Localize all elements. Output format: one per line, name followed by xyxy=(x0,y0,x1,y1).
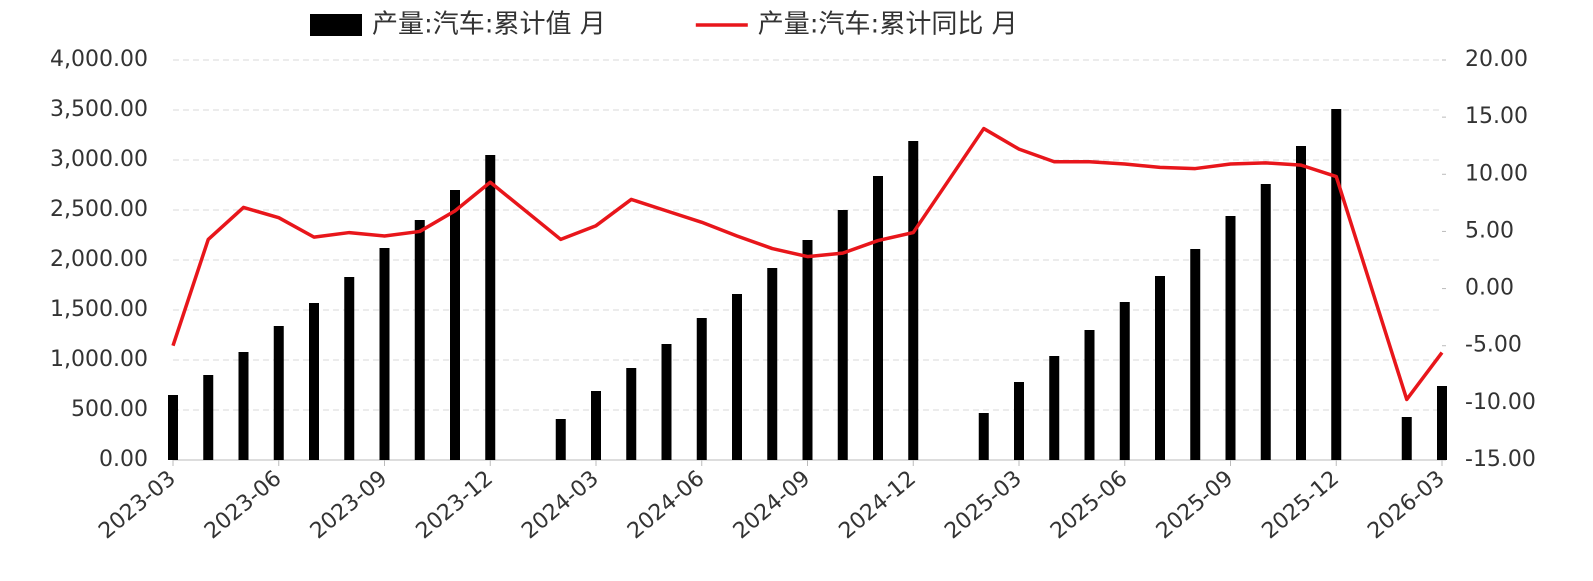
legend-label: 产量:汽车:累计值 月 xyxy=(372,10,606,40)
bar xyxy=(379,248,390,460)
x-tick-label: 2024-12 xyxy=(834,466,920,544)
bar xyxy=(873,176,883,460)
bar xyxy=(626,368,637,460)
y-tick-label: 3,500.00 xyxy=(50,97,148,122)
legend-label: 产量:汽车:累计同比 月 xyxy=(758,10,1018,40)
x-tick-label: 2025-09 xyxy=(1152,466,1238,544)
x-tick-label: 2023-03 xyxy=(94,466,180,544)
bar xyxy=(802,240,813,460)
bar xyxy=(1437,386,1447,460)
bar xyxy=(767,268,778,460)
bar xyxy=(1225,216,1236,460)
y-tick-label: 1,500.00 xyxy=(50,297,148,322)
y2-tick-label: 10.00 xyxy=(1465,161,1528,186)
bar xyxy=(1190,249,1201,460)
bar xyxy=(485,155,496,460)
y2-tick-label: 5.00 xyxy=(1465,218,1514,243)
y2-tick-label: 15.00 xyxy=(1465,104,1528,129)
bar xyxy=(555,419,566,460)
x-tick-label: 2023-09 xyxy=(306,466,392,544)
y2-tick-label: 0.00 xyxy=(1465,276,1514,301)
line xyxy=(171,126,1444,402)
bar xyxy=(1084,330,1095,460)
x-tick-label: 2024-03 xyxy=(517,466,603,544)
bar xyxy=(1401,417,1412,460)
x-tick-label: 2023-06 xyxy=(200,466,286,544)
x-tick-label: 2025-06 xyxy=(1046,466,1132,544)
bar xyxy=(1296,146,1306,460)
bar xyxy=(732,294,742,460)
y2-tick-label: -15.00 xyxy=(1465,447,1536,472)
bar xyxy=(1260,184,1271,460)
y-tick-label: 500.00 xyxy=(71,397,148,422)
y-tick-label: 0.00 xyxy=(99,447,148,472)
x-tick-label: 2024-06 xyxy=(623,466,709,544)
bar xyxy=(908,141,919,460)
x-tick-label: 2025-12 xyxy=(1257,466,1343,544)
y2-tick-label: -5.00 xyxy=(1465,333,1522,358)
bar xyxy=(696,318,707,460)
y-tick-label: 1,000.00 xyxy=(50,347,148,372)
bar xyxy=(1331,109,1342,460)
y-tick-label: 2,000.00 xyxy=(50,247,148,272)
bar xyxy=(273,326,284,460)
bar xyxy=(344,277,355,460)
bar xyxy=(1049,356,1060,460)
bar xyxy=(414,220,425,460)
bar xyxy=(1014,382,1024,460)
bar xyxy=(1155,276,1165,460)
x-tick-label: 2024-09 xyxy=(729,466,815,544)
y-tick-label: 2,500.00 xyxy=(50,197,148,222)
y-tick-label: 4,000.00 xyxy=(50,47,148,72)
x-tick-label: 2026-03 xyxy=(1363,466,1449,544)
bar xyxy=(661,344,672,460)
bar xyxy=(450,190,460,460)
bar xyxy=(168,395,178,460)
x-tick-label: 2025-03 xyxy=(940,466,1026,544)
bar xyxy=(837,210,848,460)
bar xyxy=(203,375,214,460)
legend-marker xyxy=(310,14,362,36)
bar xyxy=(1119,302,1130,460)
bar xyxy=(309,303,319,460)
y2-tick-label: -10.00 xyxy=(1465,390,1536,415)
y-tick-label: 3,000.00 xyxy=(50,147,148,172)
bar xyxy=(238,352,249,460)
x-tick-label: 2023-12 xyxy=(411,466,497,544)
y2-tick-label: 20.00 xyxy=(1465,47,1528,72)
bar xyxy=(591,391,601,460)
bar xyxy=(978,413,989,460)
